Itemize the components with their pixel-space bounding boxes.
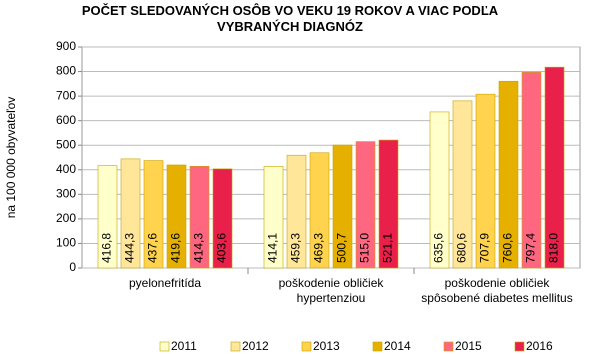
value-label: 521,1 <box>381 233 395 263</box>
x-tick-label: poškodenie obličiek hypertenziou <box>278 276 384 305</box>
bar <box>212 168 233 269</box>
value-label: 444,3 <box>123 233 137 263</box>
legend-swatch <box>301 341 312 352</box>
value-label: 635,6 <box>432 233 446 263</box>
value-label: 414,1 <box>266 233 280 263</box>
y-tick-label: 300 <box>56 187 76 201</box>
value-label: 419,6 <box>169 233 183 263</box>
value-label: 469,3 <box>312 233 326 263</box>
value-label: 437,6 <box>146 233 160 263</box>
chart-title: POČET SLEDOVANÝCH OSÔB VO VEKU 19 ROKOV … <box>81 3 499 34</box>
y-tick-label: 800 <box>56 64 76 78</box>
bar <box>120 158 141 269</box>
bar <box>521 71 542 269</box>
value-label: 515,0 <box>358 233 372 263</box>
value-label: 797,4 <box>524 233 538 263</box>
bar <box>355 141 376 269</box>
bar <box>332 144 353 269</box>
x-tick-label: pyelonefritída <box>128 276 202 290</box>
bar <box>498 80 519 269</box>
legend-label: 2015 <box>455 339 482 353</box>
value-label: 760,6 <box>501 233 515 263</box>
bar <box>286 154 307 269</box>
value-label: 459,3 <box>289 233 303 263</box>
value-label: 680,6 <box>455 233 469 263</box>
y-tick-label: 100 <box>56 236 76 250</box>
bar <box>97 165 118 269</box>
value-label: 818,0 <box>547 233 561 263</box>
legend-label: 2012 <box>242 339 269 353</box>
y-tick-label: 400 <box>56 162 76 176</box>
legend-label: 2016 <box>526 339 553 353</box>
legend-swatch <box>230 341 241 352</box>
legend-label: 2014 <box>384 339 411 353</box>
bar <box>378 139 399 269</box>
value-label: 416,8 <box>100 233 114 263</box>
bar <box>143 160 164 269</box>
y-tick-label: 600 <box>56 113 76 127</box>
legend-swatch <box>443 341 454 352</box>
y-tick-label: 700 <box>56 88 76 102</box>
bar <box>429 111 450 269</box>
y-tick-label: 200 <box>56 211 76 225</box>
y-tick-label: 0 <box>69 260 76 274</box>
legend-swatch <box>514 341 525 352</box>
bar <box>309 152 330 269</box>
bar <box>452 100 473 269</box>
y-tick-label: 900 <box>56 39 76 53</box>
value-label: 707,9 <box>478 233 492 263</box>
plot-area <box>81 46 581 269</box>
legend-swatch <box>372 341 383 352</box>
legend-label: 2013 <box>313 339 340 353</box>
legend-label: 2011 <box>171 339 197 353</box>
legend-swatch <box>159 341 170 352</box>
y-tick-label: 500 <box>56 137 76 151</box>
value-label: 500,7 <box>335 233 349 263</box>
x-tick-label: poškodenie obličiek spôsobené diabetes m… <box>421 276 573 305</box>
bar <box>189 165 210 269</box>
bar <box>166 164 187 269</box>
bar <box>263 166 284 269</box>
bar <box>544 66 565 269</box>
value-label: 414,3 <box>192 233 206 263</box>
value-label: 403,6 <box>215 233 229 263</box>
y-axis-label: na 100 000 obyvateľov <box>4 97 18 219</box>
bar <box>475 93 496 269</box>
